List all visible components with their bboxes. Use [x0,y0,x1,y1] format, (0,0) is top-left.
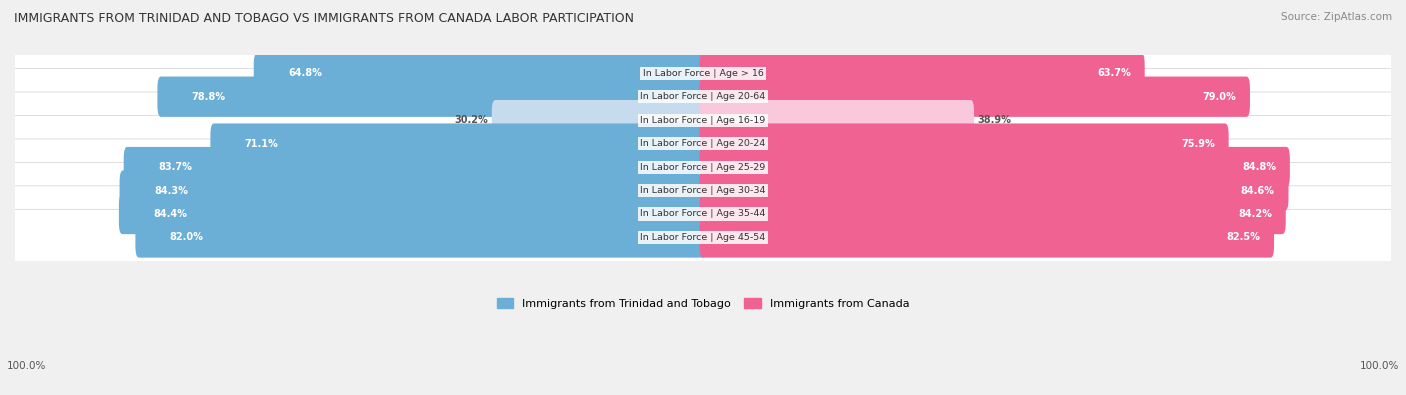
Text: 100.0%: 100.0% [7,361,46,371]
FancyBboxPatch shape [157,77,706,117]
FancyBboxPatch shape [10,139,1396,195]
FancyBboxPatch shape [120,170,706,211]
FancyBboxPatch shape [492,100,706,140]
Text: In Labor Force | Age 20-64: In Labor Force | Age 20-64 [640,92,766,101]
Text: 82.5%: 82.5% [1226,232,1260,243]
Text: 78.8%: 78.8% [191,92,226,102]
Text: 84.6%: 84.6% [1241,186,1275,196]
FancyBboxPatch shape [700,53,1144,94]
FancyBboxPatch shape [10,92,1396,148]
FancyBboxPatch shape [700,217,1274,258]
FancyBboxPatch shape [124,147,706,187]
Text: 84.3%: 84.3% [155,186,188,196]
Text: Source: ZipAtlas.com: Source: ZipAtlas.com [1281,12,1392,22]
Text: In Labor Force | Age 25-29: In Labor Force | Age 25-29 [640,163,766,171]
FancyBboxPatch shape [10,69,1396,125]
Text: 84.4%: 84.4% [153,209,187,219]
Text: In Labor Force | Age 45-54: In Labor Force | Age 45-54 [640,233,766,242]
FancyBboxPatch shape [10,45,1396,102]
Legend: Immigrants from Trinidad and Tobago, Immigrants from Canada: Immigrants from Trinidad and Tobago, Imm… [492,293,914,313]
Text: 83.7%: 83.7% [157,162,193,172]
FancyBboxPatch shape [700,100,974,140]
Text: 75.9%: 75.9% [1181,139,1215,149]
Text: 82.0%: 82.0% [170,232,204,243]
FancyBboxPatch shape [10,162,1396,219]
Text: In Labor Force | Age 16-19: In Labor Force | Age 16-19 [640,116,766,125]
Text: IMMIGRANTS FROM TRINIDAD AND TOBAGO VS IMMIGRANTS FROM CANADA LABOR PARTICIPATIO: IMMIGRANTS FROM TRINIDAD AND TOBAGO VS I… [14,12,634,25]
Text: 63.7%: 63.7% [1097,68,1130,78]
Text: 84.8%: 84.8% [1241,162,1277,172]
Text: 79.0%: 79.0% [1202,92,1236,102]
Text: In Labor Force | Age 30-34: In Labor Force | Age 30-34 [640,186,766,195]
FancyBboxPatch shape [700,77,1250,117]
FancyBboxPatch shape [253,53,706,94]
FancyBboxPatch shape [700,124,1229,164]
FancyBboxPatch shape [700,170,1288,211]
FancyBboxPatch shape [10,115,1396,172]
Text: 38.9%: 38.9% [977,115,1011,125]
Text: In Labor Force | Age 35-44: In Labor Force | Age 35-44 [640,209,766,218]
Text: 84.2%: 84.2% [1239,209,1272,219]
FancyBboxPatch shape [120,194,706,234]
Text: 64.8%: 64.8% [288,68,322,78]
Text: 30.2%: 30.2% [454,115,488,125]
FancyBboxPatch shape [700,147,1289,187]
Text: In Labor Force | Age > 16: In Labor Force | Age > 16 [643,69,763,78]
FancyBboxPatch shape [211,124,706,164]
FancyBboxPatch shape [10,186,1396,242]
FancyBboxPatch shape [135,217,706,258]
Text: In Labor Force | Age 20-24: In Labor Force | Age 20-24 [640,139,766,148]
FancyBboxPatch shape [10,209,1396,265]
Text: 100.0%: 100.0% [1360,361,1399,371]
FancyBboxPatch shape [700,194,1285,234]
Text: 71.1%: 71.1% [245,139,278,149]
